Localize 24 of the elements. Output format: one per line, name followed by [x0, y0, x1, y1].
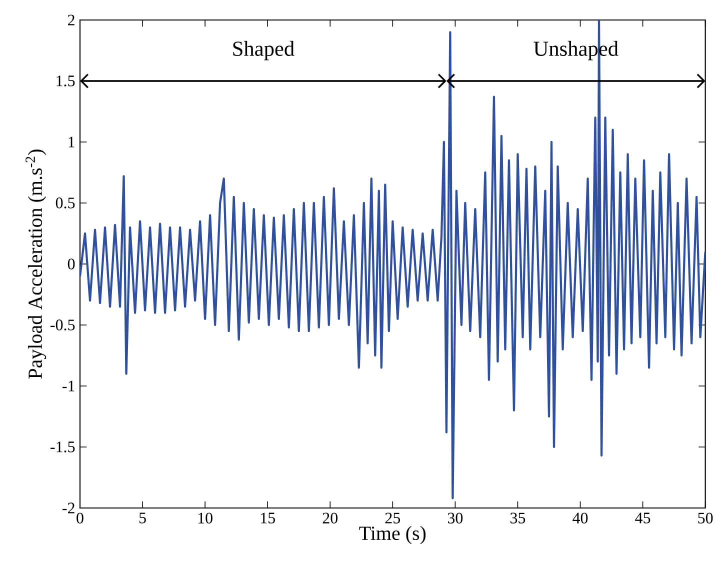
y-tick-label: 2	[68, 14, 74, 26]
x-tick-label: 25	[385, 512, 400, 524]
x-tick-label: 20	[322, 512, 338, 524]
x-axis-title: Time (s)	[359, 526, 426, 544]
x-tick-label: 30	[448, 512, 463, 524]
y-tick-label: -0.5	[50, 320, 75, 330]
x-tick-label: 45	[635, 512, 650, 524]
y-tick-label: 0	[68, 258, 75, 270]
x-tick-label: 35	[510, 512, 526, 524]
y-tick-label: -1	[62, 380, 74, 392]
x-tick-label: 50	[698, 512, 713, 524]
x-tick-label: 10	[198, 512, 212, 524]
y-tick-label: -1.5	[50, 442, 75, 452]
annotation: Shaped	[233, 40, 294, 60]
y-tick-label: 0.5	[56, 198, 75, 208]
y-tick-label: -2	[62, 502, 74, 514]
x-tick-label: 0	[76, 512, 84, 524]
y-tick-label: 1	[68, 136, 74, 148]
x-tick-label: 40	[572, 512, 588, 524]
x-tick-label: 5	[139, 512, 146, 524]
x-tick-label: 15	[261, 512, 275, 524]
line-series	[80, 20, 706, 500]
y-axis-title: Payload Acceleration (m.s$^{-2}$)	[26, 150, 46, 379]
y-tick-label: 1.5	[56, 76, 75, 86]
